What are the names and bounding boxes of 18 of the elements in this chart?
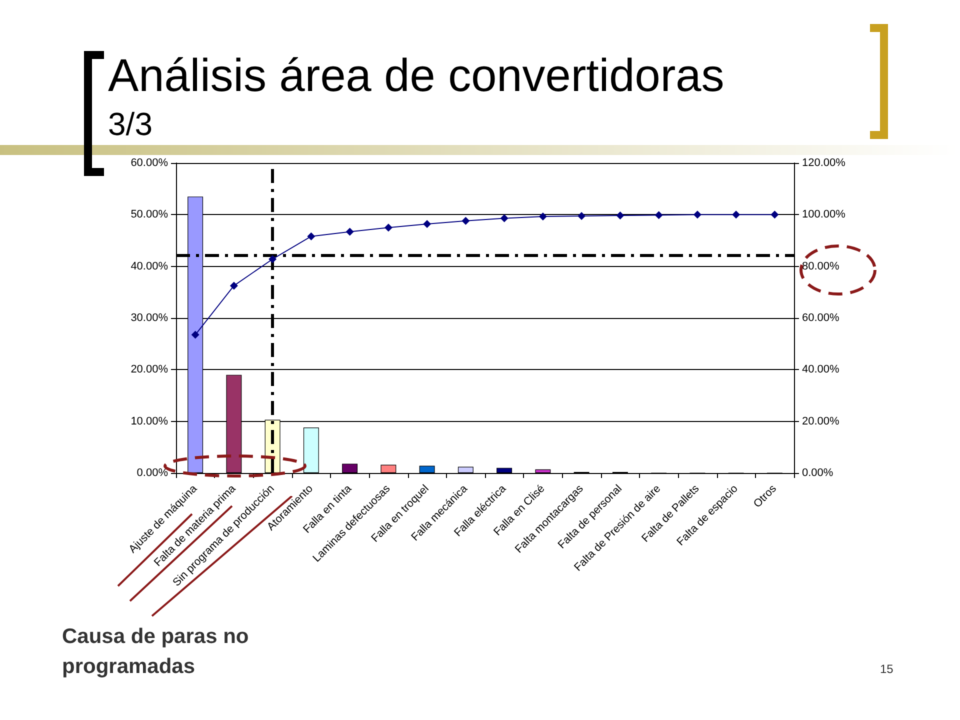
y-tick-label: 10.00% [130,415,168,428]
y-tick-label: 20.00% [130,364,168,376]
chart-subtitle: 3/3 [108,106,152,143]
y-tick-label: 40.00% [130,260,168,272]
y-tick-label: 60.00% [130,157,168,169]
y2-tick-label: 80.00% [802,260,840,272]
y2-tick-label: 40.00% [802,364,840,376]
y2-tick-label: 60.00% [802,312,840,324]
y2-tick-label: 120.00% [802,157,846,169]
x-axis-title: Causa de paras no programadas [62,624,250,680]
y-tick-label: 0.00% [136,467,168,479]
y2-tick-label: 100.00% [802,208,846,221]
y-tick-label: 50.00% [130,208,168,221]
y2-tick-label: 20.00% [802,415,840,428]
y-tick-label: 30.00% [130,312,168,324]
y2-tick-label: 0.00% [802,467,834,479]
chart-title: Análisis área de convertidoras [108,48,724,102]
text: 15 [880,662,894,676]
